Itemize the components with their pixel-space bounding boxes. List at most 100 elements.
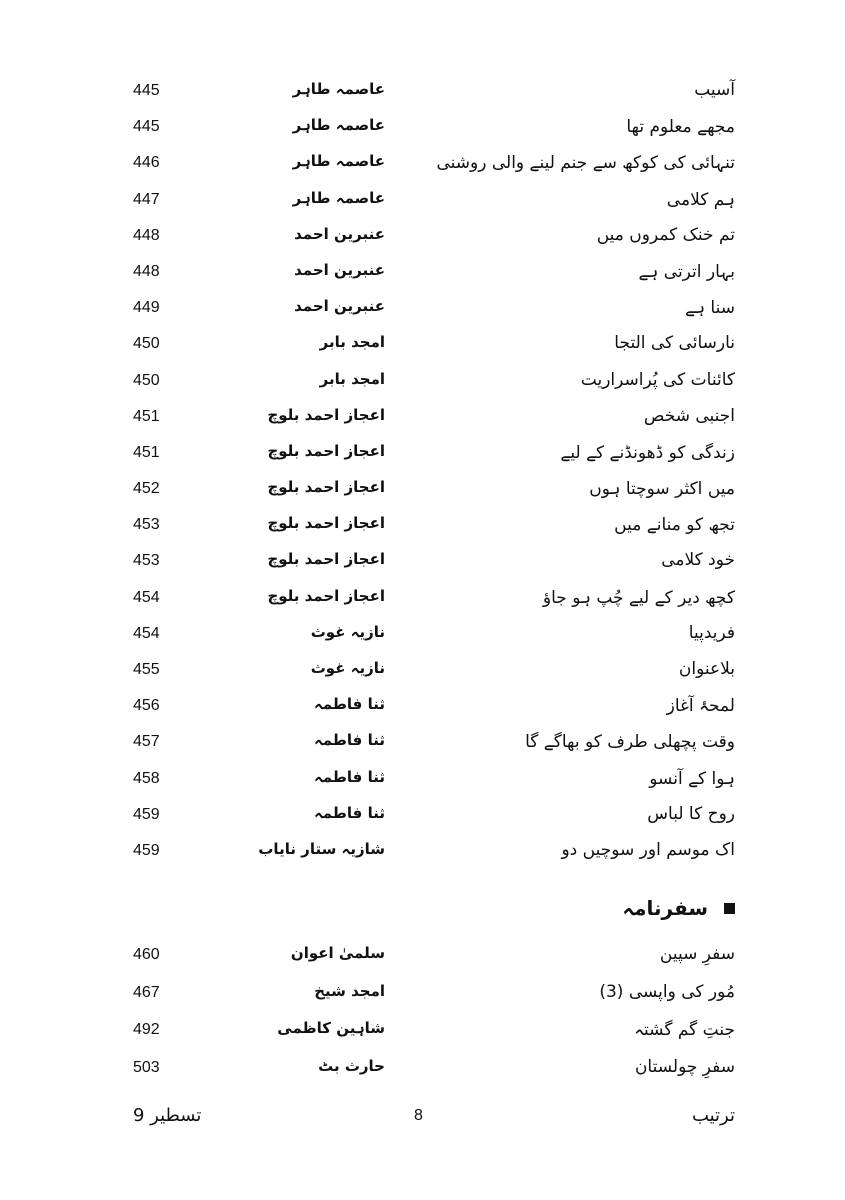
entry-page-number: 503 [133, 1058, 160, 1076]
section-title: سفرنامہ [622, 896, 708, 920]
entry-title: لمحۂ آغاز [666, 696, 735, 717]
toc-entry: لمحۂ آغاز ثنا فاطمہ 456 [0, 691, 845, 727]
toc-entry: وقت پچھلی طرف کو بھاگے گا ثنا فاطمہ 457 [0, 727, 845, 763]
toc-entry: تجھ کو منانے میں اعجاز احمد بلوچ 453 [0, 510, 845, 546]
entry-page-number: 457 [133, 733, 160, 751]
toc-entry: اک موسم اور سوچیں دو شازیہ ستار نایاب 459 [0, 836, 845, 872]
entry-author: عاصمہ طاہر [292, 80, 385, 98]
entry-title: مُور کی واپسی (3) [599, 981, 735, 1002]
entry-author: امجد بابر [319, 369, 385, 388]
entry-page-number: 453 [133, 552, 160, 570]
toc-entry: زندگی کو ڈھونڈنے کے لیے اعجاز احمد بلوچ 45… [0, 438, 845, 474]
entry-title: تم خنک کمروں میں [596, 224, 735, 245]
entry-title: فریدپیا [688, 622, 735, 643]
toc-entry: تنہائی کی کوکھ سے جنم لینے والی روشنی عاص… [0, 148, 845, 184]
entry-title: بہار اترتی ہے [638, 261, 735, 282]
entry-page-number: 449 [133, 299, 160, 317]
entry-author: اعجاز احمد بلوچ [267, 405, 385, 424]
entry-title: تنہائی کی کوکھ سے جنم لینے والی روشنی [436, 153, 735, 174]
entry-author: اعجاز احمد بلوچ [267, 514, 385, 533]
entry-page-number: 460 [133, 946, 160, 963]
footer-journal-issue: تسطیر 9 [133, 1105, 202, 1126]
toc-entry: سنا ہے عنبرین احمد 449 [0, 293, 845, 329]
toc-entry: ہم کلامی عاصمہ طاہر 447 [0, 185, 845, 221]
entry-author: اعجاز احمد بلوچ [267, 478, 385, 497]
entry-author: اعجاز احمد بلوچ [267, 586, 385, 605]
toc-entry: مجھے معلوم تھا عاصمہ طاہر 445 [0, 112, 845, 148]
entry-page-number: 447 [133, 190, 160, 208]
entry-title: ہوا کے آنسو [649, 768, 735, 789]
entry-title: زندگی کو ڈھونڈنے کے لیے [560, 442, 735, 463]
entry-page-number: 458 [133, 769, 160, 787]
entry-page-number: 448 [133, 262, 160, 280]
entry-author: شاہین کاظمی [277, 1019, 385, 1037]
entry-author: امجد بابر [319, 333, 385, 352]
toc-entry: سفرِ چولستان حارث بٹ 503 [0, 1053, 845, 1091]
toc-entry: تم خنک کمروں میں عنبرین احمد 448 [0, 221, 845, 257]
entry-author: حارث بٹ [318, 1056, 385, 1075]
entry-title: جنتِ گم گشتہ [634, 1020, 735, 1040]
entry-page-number: 454 [133, 588, 160, 606]
toc-entry: کچھ دیر کے لیے چُپ ہو جاؤ اعجاز احمد بلوچ… [0, 583, 845, 619]
entry-author: سلمیٰ اعوان [290, 944, 385, 962]
entry-page-number: 459 [133, 841, 160, 859]
entry-page-number: 446 [133, 154, 160, 172]
toc-entry: آسیب عاصمہ طاہر 445 [0, 76, 845, 112]
toc-entry: بلاعنوان نازیہ غوث 455 [0, 655, 845, 691]
square-bullet-icon [724, 902, 735, 914]
toc-entry: خود کلامی اعجاز احمد بلوچ 453 [0, 546, 845, 582]
contents-list: آسیب عاصمہ طاہر 445 مجھے معلوم تھا عاصمہ طاہ… [0, 76, 845, 872]
entry-page-number: 451 [133, 407, 160, 425]
entry-page-number: 448 [133, 226, 160, 244]
entry-page-number: 453 [133, 516, 160, 534]
toc-entry: میں اکثر سوچتا ہوں اعجاز احمد بلوچ 452 [0, 474, 845, 510]
section-heading: سفرنامہ [622, 896, 735, 920]
entry-page-number: 445 [133, 118, 160, 136]
entry-title: نارسائی کی التجا [614, 333, 735, 354]
entry-title: روح کا لباس [647, 803, 735, 824]
footer-section-name: ترتیب [691, 1105, 735, 1126]
toc-entry: کائنات کی پُراسراریت امجد بابر 450 [0, 366, 845, 402]
entry-page-number: 492 [133, 1021, 160, 1038]
entry-title: ہم کلامی [666, 189, 735, 210]
entry-page-number: 452 [133, 480, 160, 498]
entry-page-number: 459 [133, 805, 160, 823]
toc-entry: فریدپیا نازیہ غوث 454 [0, 619, 845, 655]
entry-author: نازیہ غوث [310, 659, 385, 677]
entry-page-number: 451 [133, 443, 160, 461]
entry-author: عنبرین احمد [294, 224, 385, 243]
entry-title: تجھ کو منانے میں [614, 515, 735, 536]
entry-author: ثنا فاطمہ [313, 731, 385, 750]
entry-page-number: 454 [133, 624, 160, 642]
entry-author: امجد شیخ [314, 981, 385, 1000]
entry-title: وقت پچھلی طرف کو بھاگے گا [525, 732, 735, 753]
entry-title: سنا ہے [685, 298, 735, 319]
toc-entry: ہوا کے آنسو ثنا فاطمہ 458 [0, 764, 845, 800]
entry-author: اعجاز احمد بلوچ [267, 550, 385, 569]
toc-entry: سفرِ سپین سلمیٰ اعوان 460 [0, 940, 845, 978]
entry-page-number: 445 [133, 82, 160, 99]
entry-title: اجنبی شخص [643, 405, 735, 426]
entry-title: میں اکثر سوچتا ہوں [589, 479, 735, 500]
toc-entry: جنتِ گم گشتہ شاہین کاظمی 492 [0, 1015, 845, 1053]
toc-entry: نارسائی کی التجا امجد بابر 450 [0, 329, 845, 365]
entry-title: مجھے معلوم تھا [626, 117, 735, 138]
entry-page-number: 450 [133, 335, 160, 353]
entry-author: عاصمہ طاہر [292, 116, 385, 135]
entry-page-number: 455 [133, 661, 160, 678]
entry-author: شازیہ ستار نایاب [258, 839, 385, 858]
entry-page-number: 450 [133, 371, 160, 389]
travelogue-list: سفرِ سپین سلمیٰ اعوان 460 مُور کی واپسی (3)… [0, 940, 845, 1090]
entry-author: ثنا فاطمہ [313, 695, 385, 714]
entry-title: آسیب [694, 80, 735, 100]
entry-author: عنبرین احمد [294, 260, 385, 279]
footer-page-number: 8 [414, 1107, 423, 1124]
entry-author: ثنا فاطمہ [313, 767, 385, 786]
entry-title: سفرِ چولستان [634, 1056, 735, 1077]
toc-entry: اجنبی شخص اعجاز احمد بلوچ 451 [0, 402, 845, 438]
toc-entry: بہار اترتی ہے عنبرین احمد 448 [0, 257, 845, 293]
entry-title: کائنات کی پُراسراریت [580, 369, 735, 390]
entry-author: نازیہ غوث [310, 622, 385, 641]
toc-entry: مُور کی واپسی (3) امجد شیخ 467 [0, 978, 845, 1016]
entry-author: ثنا فاطمہ [313, 803, 385, 822]
